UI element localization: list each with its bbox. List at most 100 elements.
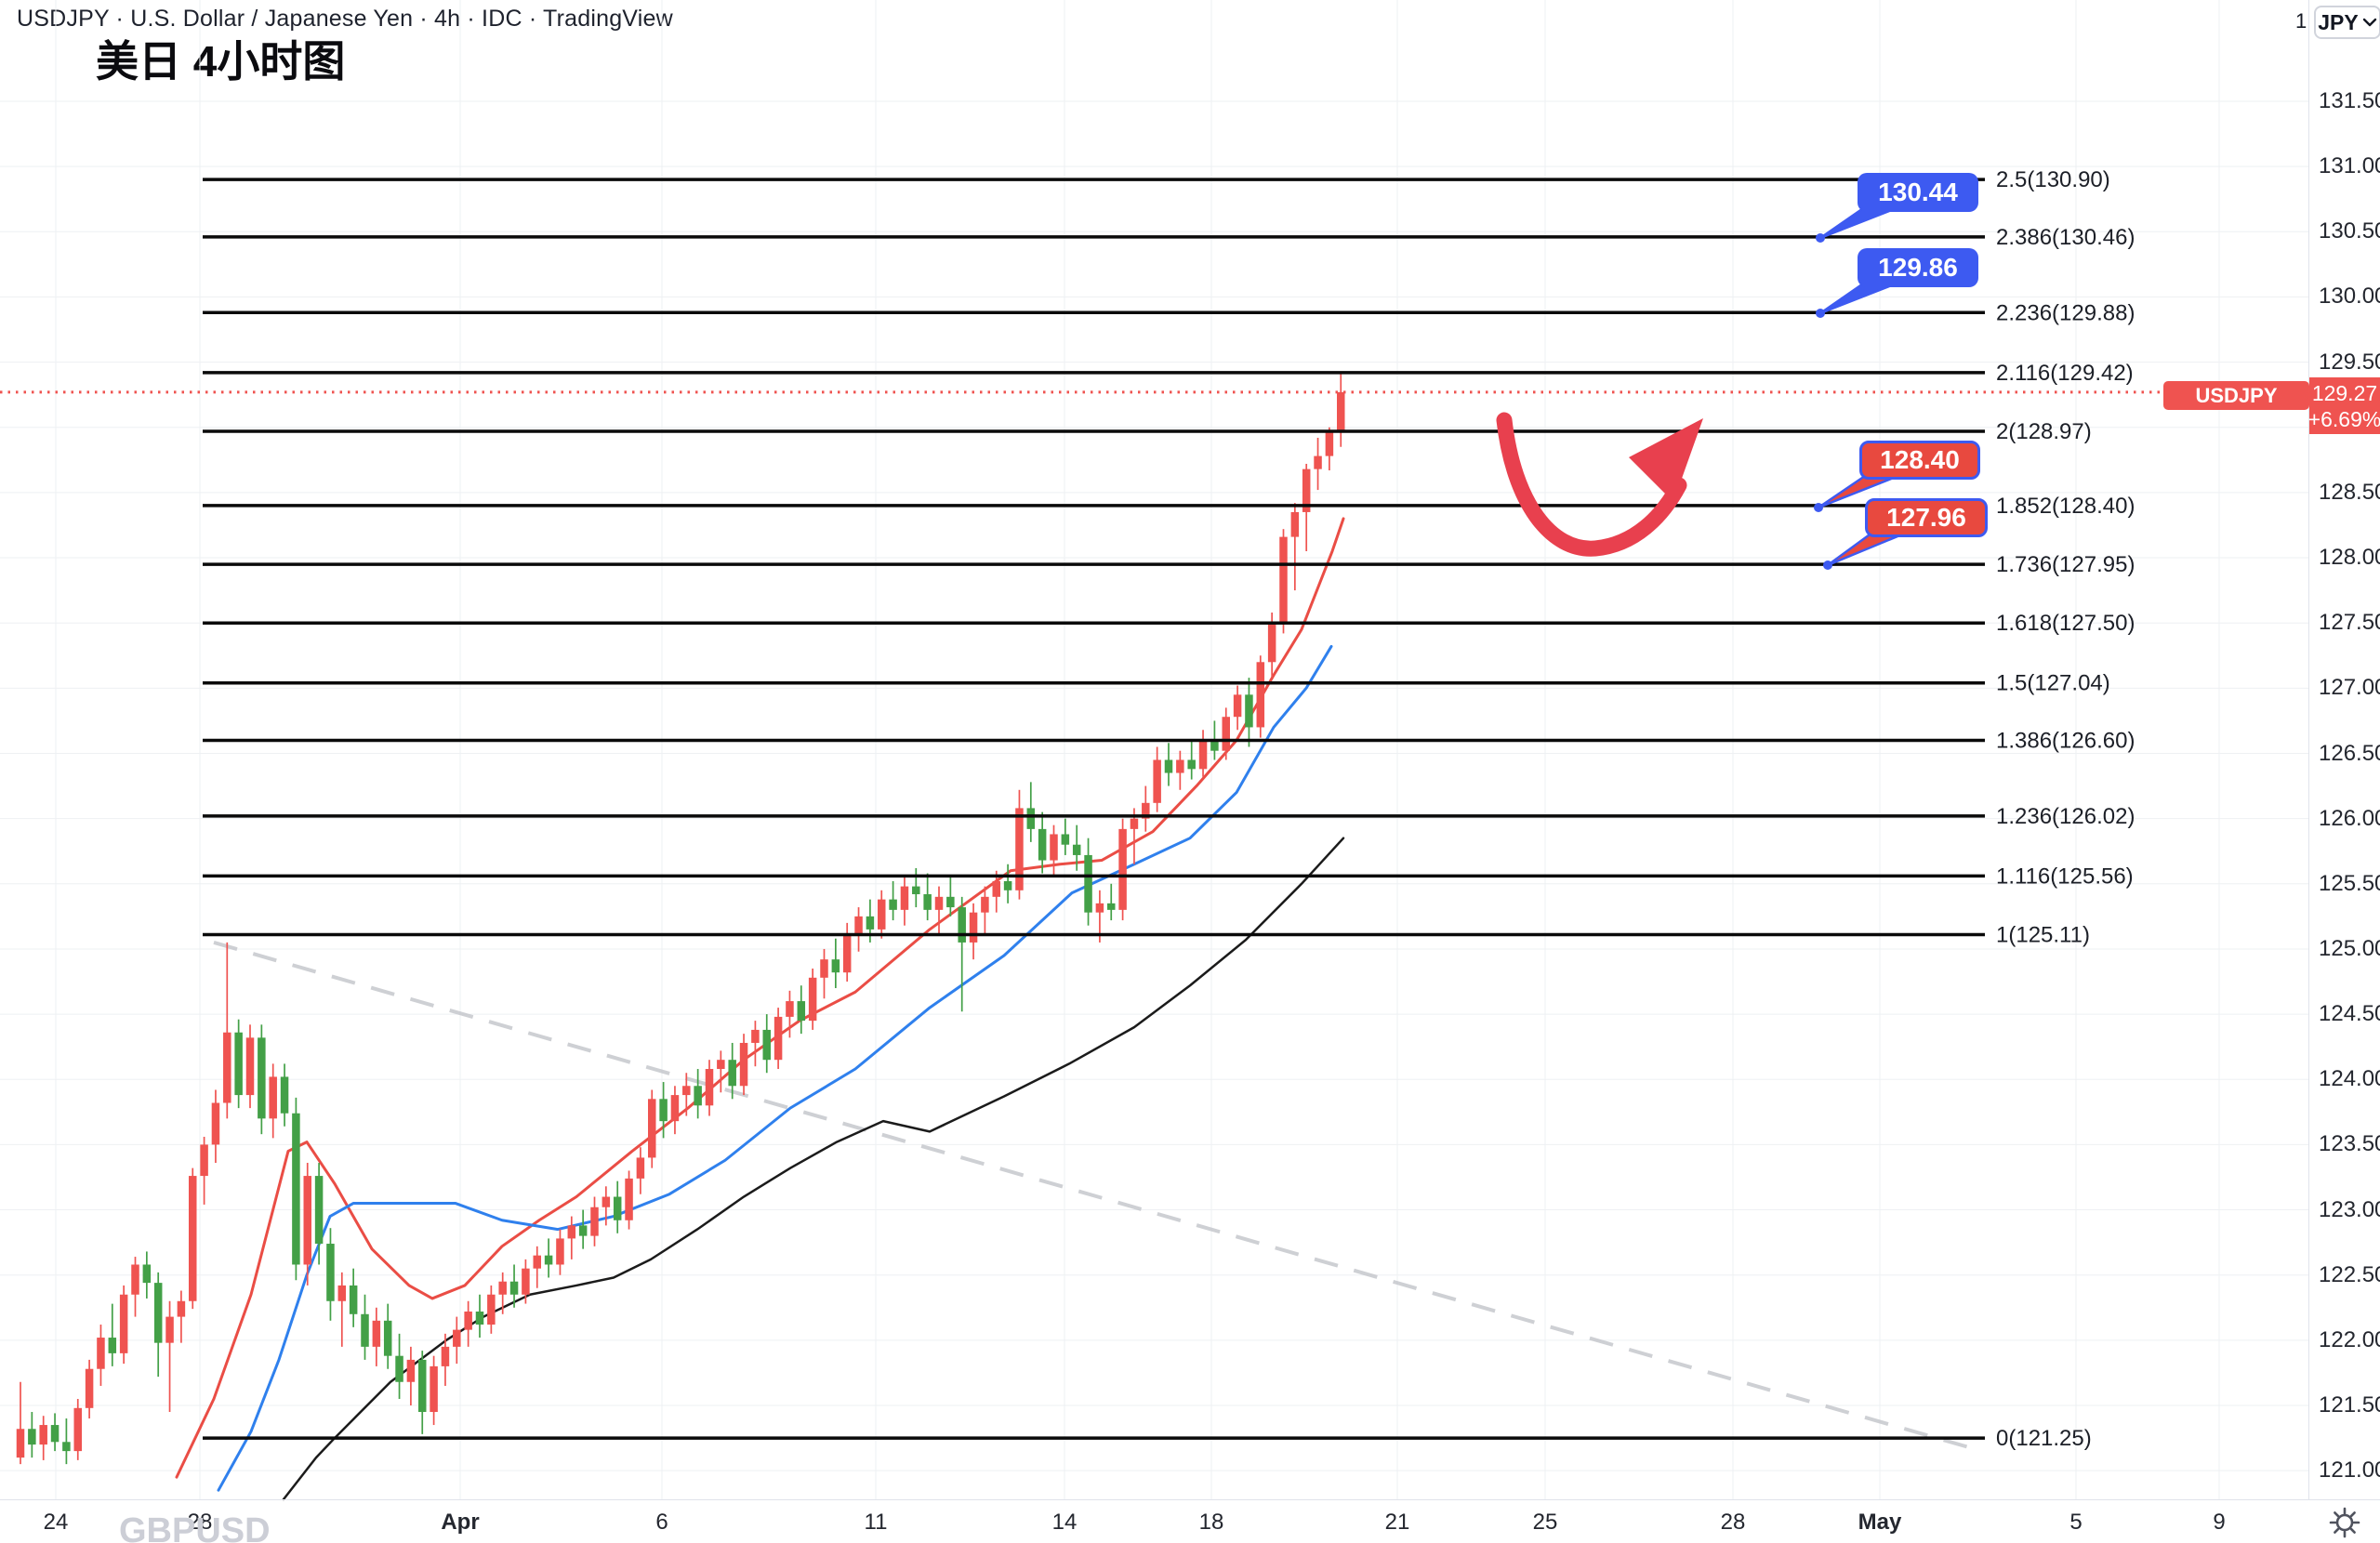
time-tick-24: 24: [43, 1510, 69, 1535]
unit-prefix-label: 1: [2295, 9, 2307, 33]
slow-ma-line: [282, 837, 1345, 1501]
candle-body: [326, 1244, 335, 1301]
time-tick-11: 11: [864, 1510, 888, 1535]
price-tick-126.00: 126.00: [2319, 805, 2380, 831]
candle-body: [1325, 430, 1334, 456]
mid-ma-line: [217, 644, 1333, 1492]
price-tick-127.50: 127.50: [2319, 610, 2380, 636]
candle-body: [189, 1176, 197, 1301]
candle-body: [1198, 740, 1208, 770]
candle-body: [866, 916, 875, 930]
price-tick-124.50: 124.50: [2319, 1001, 2380, 1027]
candle-body: [728, 1060, 736, 1087]
candle-body: [1084, 854, 1092, 913]
candle-body: [762, 1029, 771, 1061]
fib-label: 1.5(127.04): [1996, 671, 2110, 696]
callout-anchor-dot: [1816, 309, 1825, 318]
candle-body: [1026, 808, 1036, 829]
candle-body: [211, 1102, 220, 1145]
candle-body: [430, 1365, 438, 1413]
candle-body: [1050, 834, 1058, 861]
candle-body: [1176, 759, 1184, 773]
candle-body: [142, 1264, 152, 1284]
fib-label: 2(128.97): [1996, 419, 2092, 444]
candle-body: [567, 1225, 576, 1239]
candle-body: [739, 1042, 748, 1087]
price-tick-128.00: 128.00: [2319, 545, 2380, 571]
fib-label: 1.386(126.60): [1996, 728, 2135, 753]
price-tick-127.00: 127.00: [2319, 675, 2380, 701]
candle-body: [1279, 536, 1288, 624]
candle-body: [578, 1225, 588, 1236]
candle-body: [245, 1037, 255, 1096]
callout-anchor-dot: [1816, 233, 1825, 243]
candle-body: [659, 1099, 668, 1122]
candle-body: [1233, 694, 1242, 718]
candle-body: [751, 1029, 760, 1043]
candle-body: [62, 1442, 71, 1452]
candle-body: [85, 1368, 94, 1408]
candle-body: [1337, 391, 1345, 431]
candle-body: [556, 1238, 564, 1265]
time-tick-21: 21: [1384, 1510, 1410, 1535]
candle-body: [441, 1346, 450, 1366]
time-tick-9: 9: [2213, 1510, 2226, 1535]
price-tick-126.50: 126.50: [2319, 740, 2380, 766]
candle-body: [498, 1281, 507, 1295]
candle-body: [487, 1294, 496, 1325]
price-tick-128.50: 128.50: [2319, 479, 2380, 505]
candle-body: [303, 1176, 311, 1265]
price-note-130-44[interactable]: 130.44: [1858, 173, 1978, 212]
candle-body: [153, 1283, 163, 1343]
candle-body: [1210, 740, 1219, 751]
callout-anchor-dot: [1823, 560, 1832, 570]
candle-body: [177, 1300, 186, 1317]
candle-body: [820, 959, 828, 978]
candle-body: [269, 1076, 277, 1119]
time-tick-28: 28: [187, 1510, 213, 1535]
fib-label: 1.236(126.02): [1996, 804, 2135, 829]
candle-body: [200, 1144, 208, 1177]
price-note-127-96[interactable]: 127.96: [1865, 498, 1988, 537]
candle-body: [934, 896, 944, 910]
candle-body: [475, 1311, 484, 1325]
price-note-129-86[interactable]: 129.86: [1858, 248, 1978, 287]
candle-body: [509, 1281, 519, 1295]
candle-body: [73, 1407, 82, 1452]
candle-body: [544, 1255, 553, 1265]
time-tick-25: 25: [1532, 1510, 1558, 1535]
candle-body: [522, 1268, 530, 1295]
settings-gear-icon[interactable]: [2327, 1505, 2362, 1540]
fib-label: 1.116(125.56): [1996, 864, 2134, 889]
candle-body: [625, 1178, 633, 1220]
candle-body: [1003, 880, 1012, 890]
candle-body: [648, 1099, 656, 1158]
candle-body: [1118, 828, 1127, 910]
candle-body: [97, 1338, 105, 1369]
candle-body: [958, 907, 966, 943]
fib-label: 2.386(130.46): [1996, 225, 2135, 250]
fib-label: 2.5(130.90): [1996, 167, 2110, 192]
candle-body: [1314, 455, 1322, 469]
candle-body: [717, 1060, 725, 1070]
price-tick-123.00: 123.00: [2319, 1196, 2380, 1222]
candle-body: [636, 1157, 645, 1179]
candle-body: [831, 959, 840, 973]
candle-body: [602, 1196, 611, 1207]
fib-label: 1.736(127.95): [1996, 552, 2135, 577]
symbol-info-line[interactable]: USDJPY · U.S. Dollar / Japanese Yen · 4h…: [17, 6, 673, 32]
candle-body: [705, 1069, 714, 1106]
candle-body: [50, 1425, 60, 1443]
candle-body: [383, 1320, 392, 1356]
candle-body: [223, 1032, 231, 1103]
callout-anchor-dot: [1814, 503, 1823, 512]
last-price-change: +6.69%: [2307, 406, 2380, 431]
price-note-128-40[interactable]: 128.40: [1859, 441, 1980, 480]
price-tick-125.00: 125.00: [2319, 935, 2380, 961]
fib-label: 1.852(128.40): [1996, 494, 2135, 519]
currency-dropdown-label: JPY: [2318, 9, 2359, 34]
candle-body: [406, 1359, 416, 1382]
fib-label: 1.618(127.50): [1996, 611, 2135, 636]
